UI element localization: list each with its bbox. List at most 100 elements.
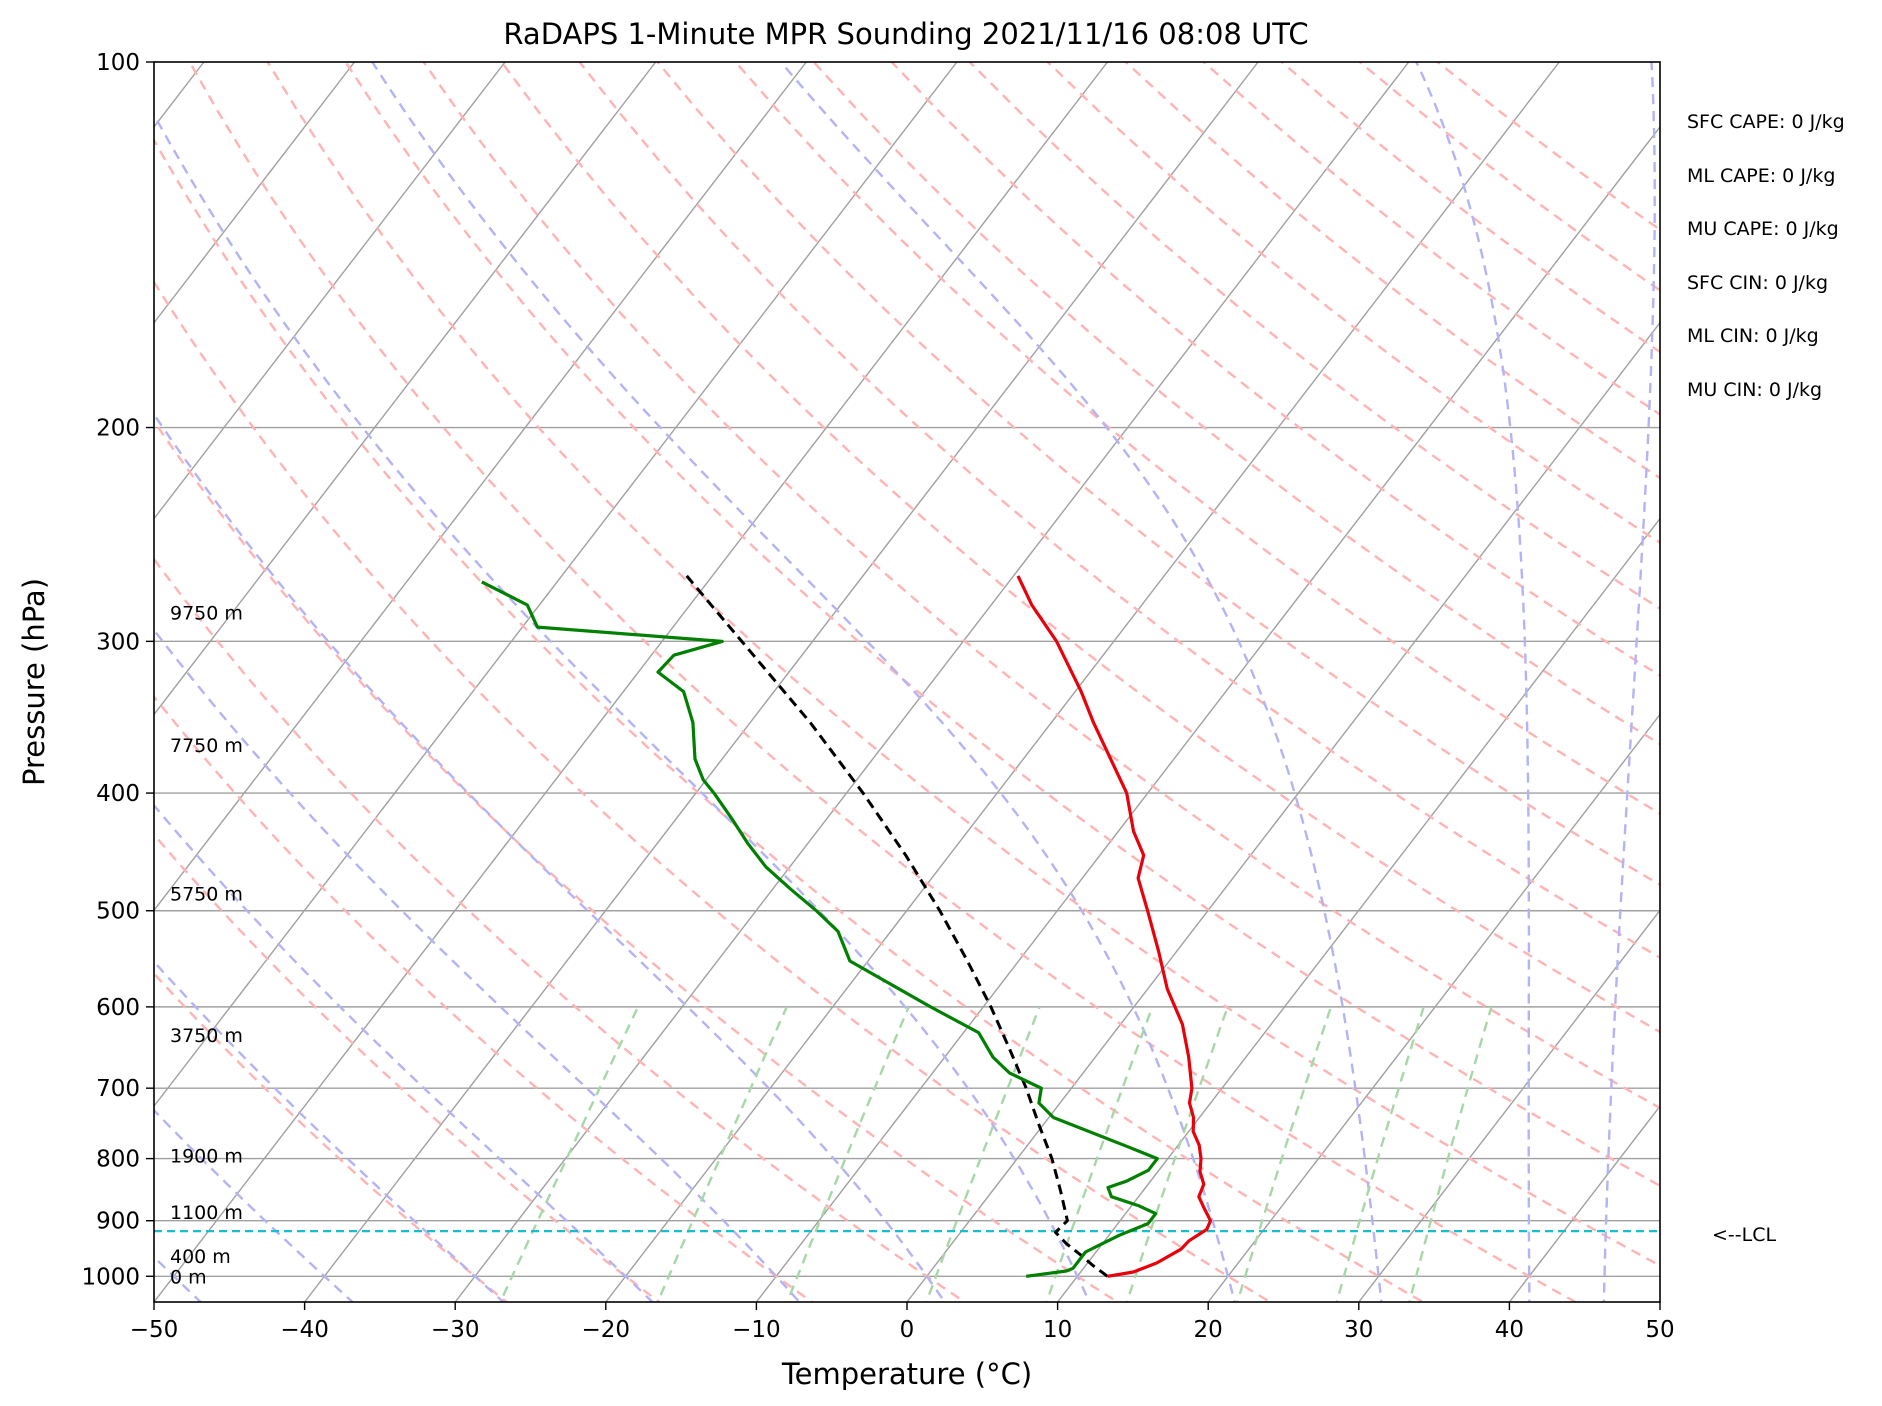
y-tick-label: 100	[96, 50, 140, 76]
y-tick-label: 900	[96, 1209, 140, 1235]
mixing-ratio-line	[656, 1006, 788, 1302]
x-tick-label: 50	[1645, 1317, 1674, 1343]
height-label: 5750 m	[170, 884, 243, 906]
dry-adiabat-line	[656, 62, 1660, 887]
x-tick-label: 10	[1043, 1317, 1072, 1343]
moist-adiabat-line	[154, 803, 655, 1302]
dry-adiabat-line	[344, 62, 1660, 1188]
sfc-cape-label: SFC CAPE: 0 J/kg	[1687, 111, 1845, 133]
moist-adiabat-line	[154, 959, 506, 1302]
y-tick-label: 400	[96, 781, 140, 807]
mixing-ratio-line	[499, 1006, 640, 1302]
dry-adiabat-line	[1357, 62, 1660, 292]
mixing-ratio-lines	[499, 1006, 1493, 1302]
x-tick-label: 0	[900, 1317, 915, 1343]
moist-adiabat-line	[1602, 62, 1656, 1302]
mixing-ratio-line	[1125, 1006, 1229, 1302]
isotherm-line	[154, 62, 356, 324]
isobar-lines	[154, 426, 1660, 1277]
x-tick-label: −50	[130, 1317, 179, 1343]
sounding-profiles	[481, 574, 1213, 1278]
y-tick-label: 200	[96, 416, 140, 442]
moist-adiabat-line	[154, 1108, 355, 1302]
dry-adiabat-line	[154, 694, 815, 1302]
dry-adiabat-line	[734, 62, 1660, 816]
height-label: 1100 m	[170, 1202, 243, 1224]
isotherm-line	[454, 62, 1410, 1302]
y-tick-label: 800	[96, 1147, 140, 1173]
y-tick-label: 600	[96, 995, 140, 1021]
mu-cape-label: MU CAPE: 0 J/kg	[1687, 218, 1839, 240]
temperature-line	[1016, 575, 1213, 1278]
height-label: 7750 m	[170, 735, 243, 757]
isotherm-line	[1508, 1105, 1660, 1302]
x-tick-label: 30	[1344, 1317, 1373, 1343]
dry-adiabat-line	[1435, 62, 1660, 232]
y-axis-ticks: 100 200 300 400 500 600 700 800 900 1000	[81, 50, 154, 1290]
dry-adiabat-line	[154, 971, 509, 1302]
dry-adiabat-line	[154, 419, 1120, 1302]
mixing-ratio-line	[785, 1006, 910, 1302]
y-tick-label: 1000	[81, 1264, 140, 1290]
height-label: 400 m	[170, 1246, 231, 1268]
mixing-ratio-line	[1335, 1006, 1425, 1302]
height-label: 1900 m	[170, 1145, 243, 1167]
isotherm-line	[1659, 1300, 1660, 1302]
height-label: 9750 m	[170, 602, 243, 624]
x-tick-label: 40	[1495, 1317, 1524, 1343]
isotherm-lines	[154, 62, 1882, 1302]
isotherm-line	[1358, 909, 1660, 1302]
x-axis-ticks: −50 −40 −30 −20 −10 0 10 20 30 40 50	[130, 1302, 1675, 1343]
chart-title: RaDAPS 1-Minute MPR Sounding 2021/11/16 …	[503, 17, 1308, 51]
isotherm-line	[154, 62, 958, 1108]
x-tick-label: 20	[1194, 1317, 1223, 1343]
mixing-ratio-line	[1408, 1006, 1493, 1302]
dry-adiabat-line	[154, 557, 967, 1302]
isotherm-line	[154, 62, 1109, 1302]
isotherm-line	[605, 62, 1560, 1302]
ml-cin-label: ML CIN: 0 J/kg	[1687, 325, 1819, 347]
isotherm-line	[906, 321, 1660, 1302]
x-tick-label: −10	[732, 1317, 781, 1343]
plot-area: 9750 m 7750 m 5750 m 3750 m 1900 m 1100 m 400 …	[154, 62, 1882, 1302]
dry-adiabat-line	[1201, 62, 1660, 416]
height-label: 3750 m	[170, 1025, 243, 1047]
dry-adiabat-lines	[154, 62, 1660, 1302]
mixing-ratio-line	[1045, 1006, 1154, 1302]
height-label: 0 m	[170, 1266, 207, 1288]
y-tick-label: 300	[96, 629, 140, 655]
lcl-label: <--LCL	[1712, 1224, 1776, 1246]
y-axis-label: Pressure (hPa)	[17, 578, 51, 786]
height-labels: 9750 m 7750 m 5750 m 3750 m 1900 m 1100 m 400 …	[170, 602, 243, 1288]
moist-adiabat-line	[154, 412, 947, 1302]
sfc-cin-label: SFC CIN: 0 J/kg	[1687, 272, 1828, 294]
isotherm-line	[304, 62, 1259, 1302]
x-tick-label: −20	[582, 1317, 631, 1343]
dry-adiabat-line	[812, 62, 1660, 746]
moist-adiabat-line	[154, 628, 802, 1302]
y-tick-label: 500	[96, 899, 140, 925]
dry-adiabat-line	[266, 62, 1660, 1267]
isotherm-line	[1811, 62, 1882, 1302]
mu-cin-label: MU CIN: 0 J/kg	[1687, 379, 1822, 401]
dry-adiabat-line	[968, 62, 1660, 611]
moist-adiabat-line	[371, 62, 1236, 1302]
ml-cape-label: ML CAPE: 0 J/kg	[1687, 165, 1835, 187]
dry-adiabat-line	[422, 62, 1660, 1110]
mixing-ratio-line	[1236, 1006, 1333, 1302]
mixing-ratio-line	[925, 1006, 1041, 1302]
dry-adiabat-line	[1046, 62, 1660, 545]
dry-adiabat-line	[154, 137, 1426, 1302]
stability-indices: SFC CAPE: 0 J/kg ML CAPE: 0 J/kg MU CAPE…	[1687, 111, 1845, 401]
y-tick-label: 700	[96, 1076, 140, 1102]
moist-adiabat-lines	[154, 62, 1656, 1302]
moist-adiabat-line	[154, 112, 1091, 1302]
x-tick-label: −40	[280, 1317, 329, 1343]
isotherm-line	[154, 62, 807, 912]
x-axis-label: Temperature (°C)	[781, 1357, 1032, 1391]
x-tick-label: −30	[431, 1317, 480, 1343]
moist-adiabat-line	[779, 62, 1383, 1302]
parcel-path-line	[685, 574, 1109, 1278]
dry-adiabat-line	[500, 62, 1660, 1034]
